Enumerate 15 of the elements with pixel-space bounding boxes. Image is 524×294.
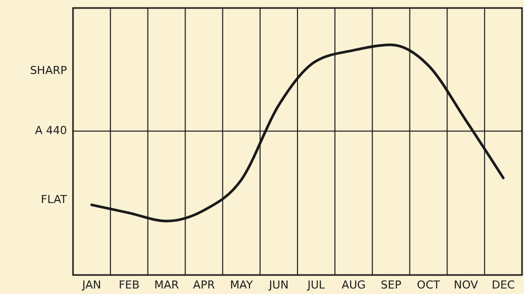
x-tick-label: JUN bbox=[268, 278, 289, 292]
x-tick-label: SEP bbox=[380, 278, 402, 292]
x-tick-label: NOV bbox=[454, 278, 478, 292]
x-tick-label: JAN bbox=[81, 278, 102, 292]
text: SHARP bbox=[30, 64, 68, 77]
x-tick-label: DEC bbox=[492, 278, 516, 292]
x-tick-label: FEB bbox=[118, 278, 140, 292]
x-tick-label: APR bbox=[193, 278, 216, 292]
ref-line-label: A 440 bbox=[34, 124, 67, 138]
x-tick-label: MAY bbox=[230, 278, 254, 292]
x-tick-label: AUG bbox=[342, 278, 366, 292]
x-tick-label: OCT bbox=[416, 278, 440, 292]
text: FLAT bbox=[40, 193, 68, 206]
x-tick-label: MAR bbox=[154, 278, 180, 292]
x-tick-label: JUL bbox=[306, 278, 326, 292]
